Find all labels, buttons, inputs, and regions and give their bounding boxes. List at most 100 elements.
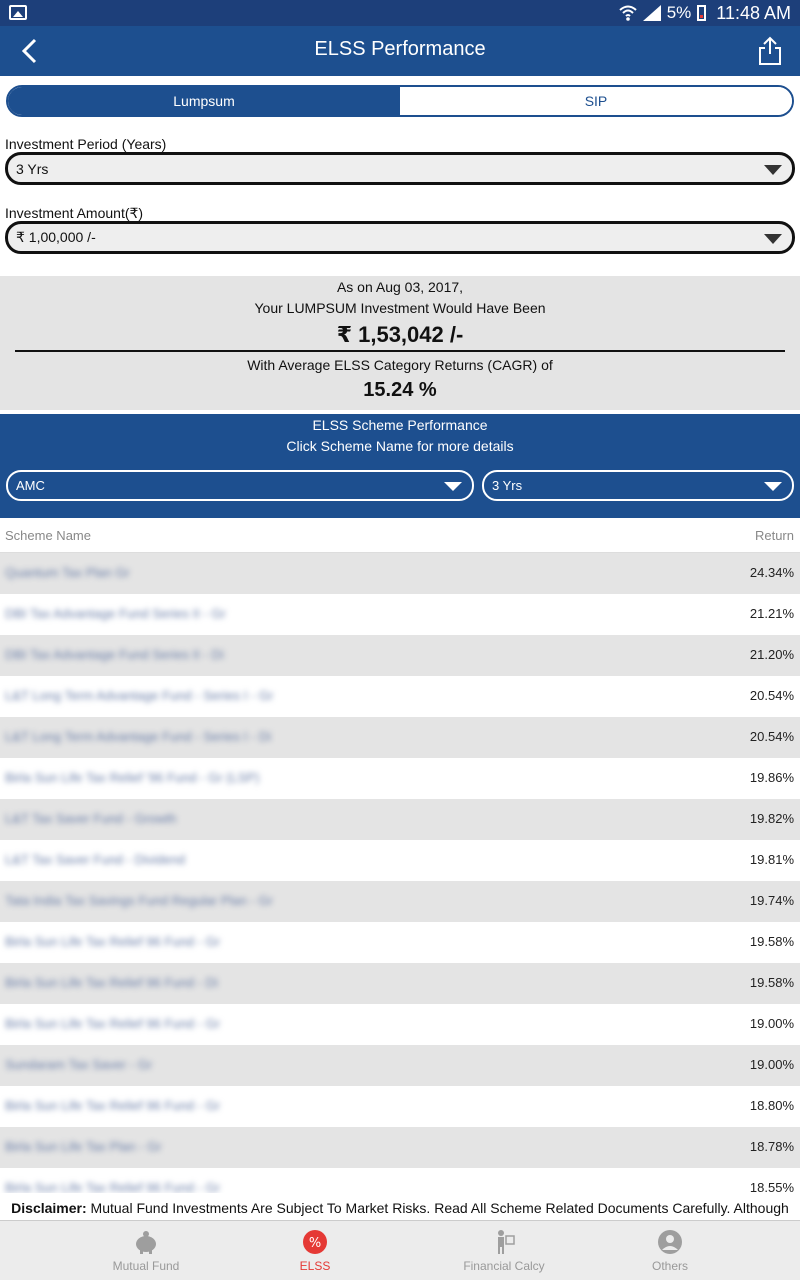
- nav-others[interactable]: Others: [597, 1221, 743, 1280]
- percent-badge-icon: %: [303, 1230, 327, 1254]
- share-icon[interactable]: [756, 36, 784, 66]
- nav-label: Financial Calcy: [463, 1259, 545, 1273]
- nav-financial-calcy[interactable]: Financial Calcy: [431, 1221, 577, 1280]
- table-row[interactable]: Quantum Tax Plan Gr 24.34%: [0, 553, 800, 594]
- scheme-return: 19.74%: [749, 893, 794, 908]
- performance-subtitle: Click Scheme Name for more details: [286, 438, 514, 454]
- scheme-return: 19.00%: [749, 1016, 794, 1031]
- tab-sip[interactable]: SIP: [400, 87, 792, 115]
- table-row[interactable]: Sundaram Tax Saver - Gr 19.00%: [0, 1045, 800, 1086]
- page-title: ELSS Performance: [314, 38, 486, 60]
- column-scheme-name: Scheme Name: [5, 528, 91, 543]
- returns-summary: As on Aug 03, 2017, Your LUMPSUM Investm…: [0, 276, 800, 410]
- nav-mutual-fund[interactable]: Mutual Fund: [73, 1221, 219, 1280]
- table-row[interactable]: L&T Tax Saver Fund - Growth 19.82%: [0, 799, 800, 840]
- scheme-return: 24.34%: [749, 565, 794, 580]
- cagr-caption: With Average ELSS Category Returns (CAGR…: [247, 357, 553, 373]
- table-row[interactable]: L&T Long Term Advantage Fund - Series I …: [0, 717, 800, 758]
- scheme-name[interactable]: L&T Tax Saver Fund - Growth: [5, 811, 177, 826]
- table-row[interactable]: Birla Sun Life Tax Relief 96 Fund - Gr 19…: [0, 922, 800, 963]
- back-arrow-icon[interactable]: [16, 36, 46, 66]
- scheme-return: 21.20%: [749, 647, 794, 662]
- period-select[interactable]: 3 Yrs: [5, 152, 795, 185]
- period-filter-value: 3 Yrs: [492, 478, 523, 493]
- scheme-return: 19.86%: [749, 770, 794, 785]
- scheme-return: 20.54%: [749, 688, 794, 703]
- scheme-return: 18.78%: [749, 1139, 794, 1154]
- app-bar: ELSS Performance: [0, 26, 800, 76]
- scheme-return: 18.55%: [749, 1180, 794, 1193]
- chevron-down-icon: [764, 482, 782, 491]
- image-notification-icon: [9, 5, 27, 20]
- mode-segment: Lumpsum SIP: [6, 85, 794, 117]
- amc-value: AMC: [16, 478, 45, 493]
- table-row[interactable]: DBI Tax Advantage Fund Series II - Gr 21.…: [0, 594, 800, 635]
- scheme-name[interactable]: L&T Long Term Advantage Fund - Series I …: [5, 688, 274, 703]
- scheme-table: Quantum Tax Plan Gr 24.34% DBI Tax Advant…: [0, 553, 800, 1193]
- scheme-name[interactable]: Birla Sun Life Tax Relief '96 Fund - Gr …: [5, 770, 260, 785]
- scheme-name[interactable]: DBI Tax Advantage Fund Series II - Gr: [5, 606, 226, 621]
- signal-icon: [642, 5, 661, 21]
- amount-label: Investment Amount(₹): [5, 205, 144, 221]
- scheme-name[interactable]: Birla Sun Life Tax Plan - Gr: [5, 1139, 162, 1154]
- scheme-name[interactable]: L&T Long Term Advantage Fund - Series I …: [5, 729, 272, 744]
- nav-elss[interactable]: % ELSS: [219, 1221, 411, 1280]
- bottom-nav: Mutual Fund % ELSS Financial Calcy Other…: [0, 1220, 800, 1280]
- scheme-name[interactable]: Birla Sun Life Tax Relief 96 Fund - Gr: [5, 1016, 221, 1031]
- table-row[interactable]: Birla Sun Life Tax Relief 96 Fund - Gr 19…: [0, 1004, 800, 1045]
- scheme-return: 18.80%: [749, 1098, 794, 1113]
- table-row[interactable]: Birla Sun Life Tax Relief '96 Fund - Gr …: [0, 758, 800, 799]
- scheme-name[interactable]: Birla Sun Life Tax Relief 96 Fund - Gr: [5, 1180, 221, 1193]
- scheme-name[interactable]: Birla Sun Life Tax Relief 96 Fund - Di: [5, 975, 218, 990]
- piggy-bank-icon: [136, 1231, 156, 1254]
- investment-value: ₹ 1,53,042 /-: [336, 322, 464, 347]
- table-row[interactable]: Birla Sun Life Tax Plan - Gr 18.78%: [0, 1127, 800, 1168]
- amount-select[interactable]: ₹ 1,00,000 /-: [5, 221, 795, 254]
- status-right: 5% 11:48 AM: [619, 3, 791, 23]
- table-row[interactable]: Birla Sun Life Tax Relief 96 Fund - Gr 18…: [0, 1086, 800, 1127]
- scheme-name[interactable]: Tata India Tax Savings Fund Regular Plan…: [5, 893, 273, 908]
- scheme-performance-header: ELSS Scheme Performance Click Scheme Nam…: [0, 414, 800, 518]
- scheme-name[interactable]: Quantum Tax Plan Gr: [5, 565, 130, 580]
- cagr-value: 15.24 %: [363, 379, 437, 401]
- disclaimer: Disclaimer: Mutual Fund Investments Are …: [0, 1193, 800, 1220]
- period-filter-select[interactable]: 3 Yrs: [482, 470, 794, 501]
- clock: 11:48 AM: [716, 2, 791, 23]
- period-value: 3 Yrs: [16, 160, 49, 177]
- status-bar: 5% 11:48 AM: [0, 0, 800, 26]
- table-header: Scheme Name Return: [0, 518, 800, 553]
- chevron-down-icon: [444, 482, 462, 491]
- svg-text:%: %: [309, 1236, 321, 1251]
- tab-lumpsum[interactable]: Lumpsum: [8, 87, 400, 115]
- disclaimer-text: Mutual Fund Investments Are Subject To M…: [90, 1200, 789, 1220]
- wifi-icon: [619, 5, 637, 21]
- table-row[interactable]: L&T Long Term Advantage Fund - Series I …: [0, 676, 800, 717]
- table-row[interactable]: Birla Sun Life Tax Relief 96 Fund - Di 19…: [0, 963, 800, 1004]
- scheme-return: 19.81%: [749, 852, 794, 867]
- scheme-return: 19.00%: [749, 1057, 794, 1072]
- as-on-date: As on Aug 03, 2017,: [336, 279, 464, 295]
- scheme-name[interactable]: Birla Sun Life Tax Relief 96 Fund - Gr: [5, 934, 221, 949]
- scheme-name[interactable]: Sundaram Tax Saver - Gr: [5, 1057, 153, 1072]
- table-row[interactable]: DBI Tax Advantage Fund Series II - Di 21.…: [0, 635, 800, 676]
- scheme-name[interactable]: Birla Sun Life Tax Relief 96 Fund - Gr: [5, 1098, 221, 1113]
- disclaimer-label: Disclaimer:: [11, 1200, 87, 1216]
- table-row[interactable]: Tata India Tax Savings Fund Regular Plan…: [0, 881, 800, 922]
- divider: [15, 350, 785, 352]
- amount-value: ₹ 1,00,000 /-: [16, 229, 96, 245]
- user-circle-icon: [658, 1230, 682, 1254]
- period-label: Investment Period (Years): [5, 136, 167, 152]
- scheme-return: 19.58%: [749, 975, 794, 990]
- scheme-name[interactable]: DBI Tax Advantage Fund Series II - Di: [5, 647, 224, 662]
- scheme-name[interactable]: L&T Tax Saver Fund - Dividend: [5, 852, 186, 867]
- scheme-return: 19.58%: [749, 934, 794, 949]
- summary-caption: Your LUMPSUM Investment Would Have Been: [254, 300, 546, 316]
- table-row[interactable]: Birla Sun Life Tax Relief 96 Fund - Gr 18…: [0, 1168, 800, 1193]
- mode-segment-area: Lumpsum SIP: [0, 76, 800, 132]
- performance-title: ELSS Scheme Performance: [312, 417, 488, 433]
- nav-label: Mutual Fund: [112, 1259, 180, 1273]
- battery-percent: 5%: [666, 3, 692, 22]
- chevron-down-icon: [764, 165, 782, 175]
- amc-select[interactable]: AMC: [6, 470, 474, 501]
- table-row[interactable]: L&T Tax Saver Fund - Dividend 19.81%: [0, 840, 800, 881]
